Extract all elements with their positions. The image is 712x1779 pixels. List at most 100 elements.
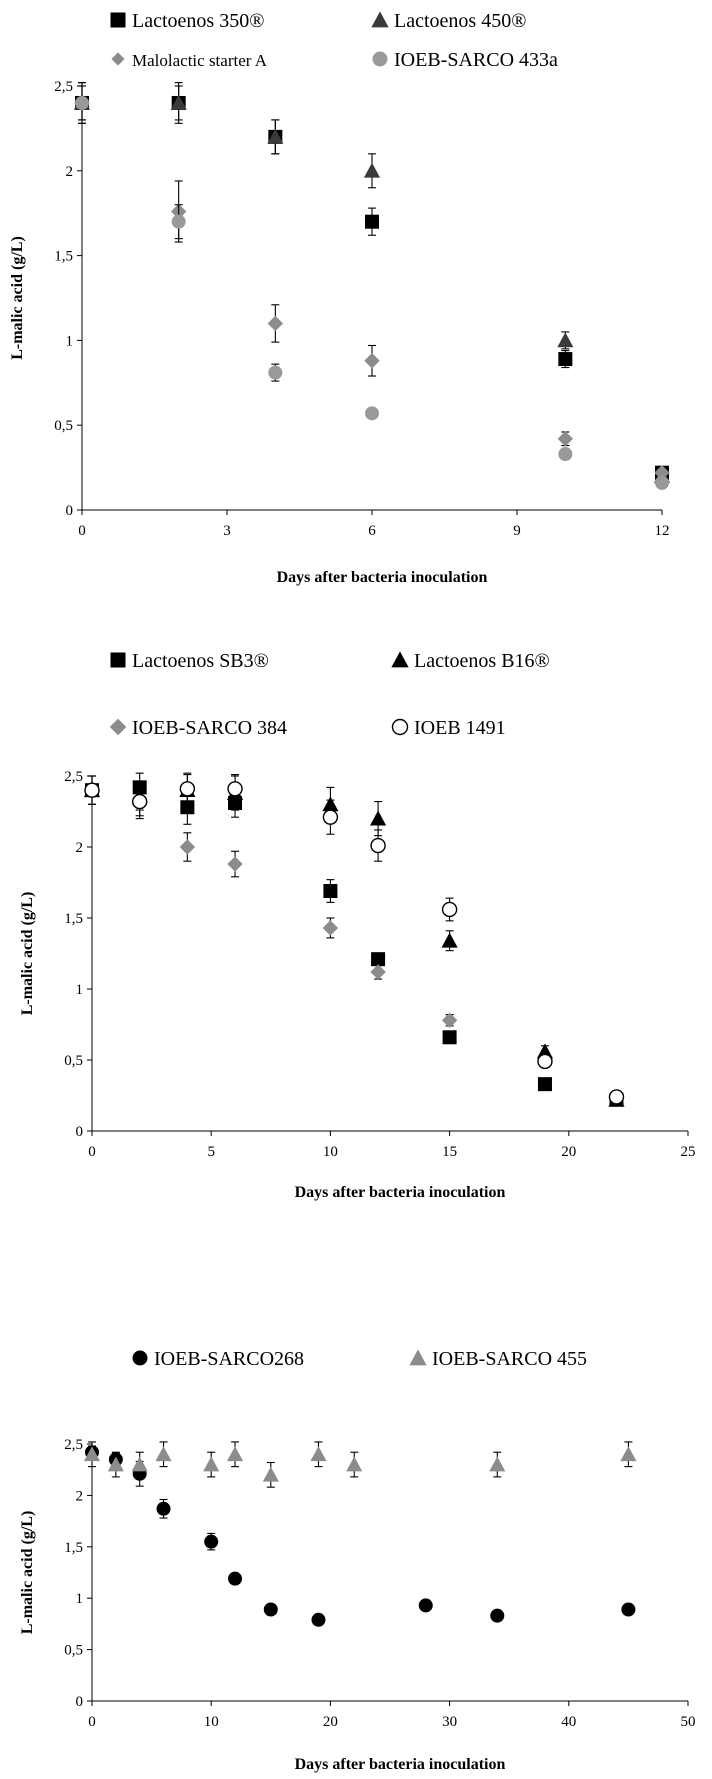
series-ioeb-sarco-433a <box>75 85 669 490</box>
legend-label: IOEB-SARCO 384 <box>132 717 287 739</box>
data-point <box>537 1053 553 1070</box>
legend-entry: Lactoenos 450® <box>371 10 526 32</box>
x-tick-label: 5 <box>207 1144 215 1160</box>
y-axis-title: L-malic acid (g/L) <box>9 236 26 360</box>
series-lactoenos-450- <box>73 85 671 483</box>
data-point <box>227 856 243 872</box>
legend-marker <box>132 1350 148 1366</box>
legend-label: IOEB-SARCO 455 <box>432 1348 587 1370</box>
y-tick-label: 1 <box>76 982 84 998</box>
y-tick-label: 2,5 <box>64 1437 83 1453</box>
data-point <box>365 214 379 229</box>
legend-label: Lactoenos B16® <box>414 650 550 672</box>
data-point <box>131 1456 148 1472</box>
y-axis-title: L-malic acid (g/L) <box>19 1511 36 1635</box>
x-tick-label: 10 <box>204 1714 219 1730</box>
y-tick-label: 0 <box>76 1694 84 1710</box>
data-point <box>203 1456 220 1472</box>
data-point <box>558 352 573 367</box>
chart-1: 0 0,5 1 1,5 2 2,5 0 3 6 9 12 L-malic acid (g/L) Days… <box>9 10 671 586</box>
data-point <box>107 1456 124 1472</box>
data-point <box>179 781 196 797</box>
data-point <box>156 1501 171 1516</box>
data-point <box>370 837 386 854</box>
x-axis-title: Days after bacteria inoculation <box>277 569 488 586</box>
data-point <box>441 901 458 918</box>
series-ioeb-sarco-455 <box>83 1441 637 1488</box>
y-tick-label: 1 <box>76 1591 84 1607</box>
y-axis-title: L-malic acid (g/L) <box>19 892 36 1016</box>
legend-entry: Lactoenos SB3® <box>110 650 269 672</box>
data-point <box>654 464 670 481</box>
data-point <box>346 1456 363 1472</box>
legend-marker <box>371 11 389 28</box>
data-point <box>441 1012 458 1028</box>
data-point <box>131 793 148 810</box>
legend-entry: Lactoenos 350® <box>110 10 264 32</box>
x-tick-label: 3 <box>223 523 231 539</box>
x-tick-label: 20 <box>561 1144 576 1160</box>
x-axis-title: Days after bacteria inoculation <box>295 1184 506 1201</box>
legend-entry: IOEB-SARCO268 <box>132 1348 304 1370</box>
legend-label: Lactoenos 450® <box>394 10 526 32</box>
legend-marker <box>391 718 409 736</box>
legend-marker <box>111 52 125 66</box>
legend-label: IOEB-SARCO268 <box>154 1348 304 1370</box>
legend-entry: IOEB-SARCO 455 <box>409 1348 587 1370</box>
data-point <box>370 810 387 826</box>
data-point <box>226 1446 244 1462</box>
y-tick-label: 1,5 <box>64 911 83 927</box>
data-point <box>323 884 338 899</box>
legend-label: IOEB-SARCO 433a <box>394 49 558 71</box>
data-point <box>83 1446 101 1462</box>
data-point <box>227 781 243 797</box>
data-point <box>363 162 381 178</box>
y-tick-label: 0 <box>66 503 74 519</box>
chart-3: 0 0,5 1 1,5 2 2,5 0 10 20 30 40 50 L-malic acid (g/L… <box>19 1348 696 1773</box>
data-point <box>267 315 284 332</box>
legend-entry: Lactoenos B16® <box>391 650 550 672</box>
y-tick-label: 0,5 <box>64 1053 83 1069</box>
data-point <box>322 809 339 825</box>
x-tick-label: 50 <box>681 1714 696 1730</box>
y-tick-label: 1,5 <box>64 1540 83 1556</box>
data-point <box>322 920 339 936</box>
y-tick-label: 2,5 <box>64 769 83 785</box>
data-point <box>620 1446 637 1462</box>
data-point <box>441 932 458 948</box>
series-malolactic-starter-a <box>74 82 670 481</box>
data-point <box>371 952 386 967</box>
y-tick-label: 1 <box>66 333 74 349</box>
y-tick-label: 2 <box>66 164 74 180</box>
y-tick-label: 1,5 <box>54 249 73 265</box>
x-tick-label: 25 <box>681 1144 696 1160</box>
x-tick-label: 12 <box>655 523 670 539</box>
data-point <box>490 1608 505 1623</box>
data-point <box>155 1446 172 1462</box>
legend-marker <box>391 651 409 668</box>
x-axis-title: Days after bacteria inoculation <box>295 1756 506 1773</box>
y-tick-label: 0 <box>76 1124 84 1140</box>
data-point <box>84 782 100 798</box>
data-point <box>262 1466 279 1482</box>
data-point <box>558 447 573 462</box>
data-point <box>365 406 379 421</box>
x-tick-label: 0 <box>88 1144 96 1160</box>
legend-entry: Malolactic starter A <box>111 51 268 70</box>
legend-entry: IOEB-SARCO 384 <box>109 717 287 739</box>
legend-marker <box>372 51 388 67</box>
data-point <box>557 332 574 348</box>
series-ioeb-sarco-384 <box>84 775 458 1028</box>
chart-2: 0 0,5 1 1,5 2 2,5 0 5 10 15 20 25 L-malic acid (g/L)… <box>19 650 696 1201</box>
data-point <box>228 1571 243 1586</box>
x-tick-label: 9 <box>513 523 521 539</box>
legend-label: IOEB 1491 <box>414 717 506 739</box>
legend-entry: IOEB 1491 <box>391 717 506 739</box>
data-point <box>311 1612 326 1627</box>
data-point <box>170 94 187 110</box>
legend-entry: IOEB-SARCO 433a <box>372 49 558 71</box>
data-point <box>489 1456 506 1472</box>
data-point <box>263 1602 278 1617</box>
y-tick-label: 0,5 <box>64 1643 83 1659</box>
